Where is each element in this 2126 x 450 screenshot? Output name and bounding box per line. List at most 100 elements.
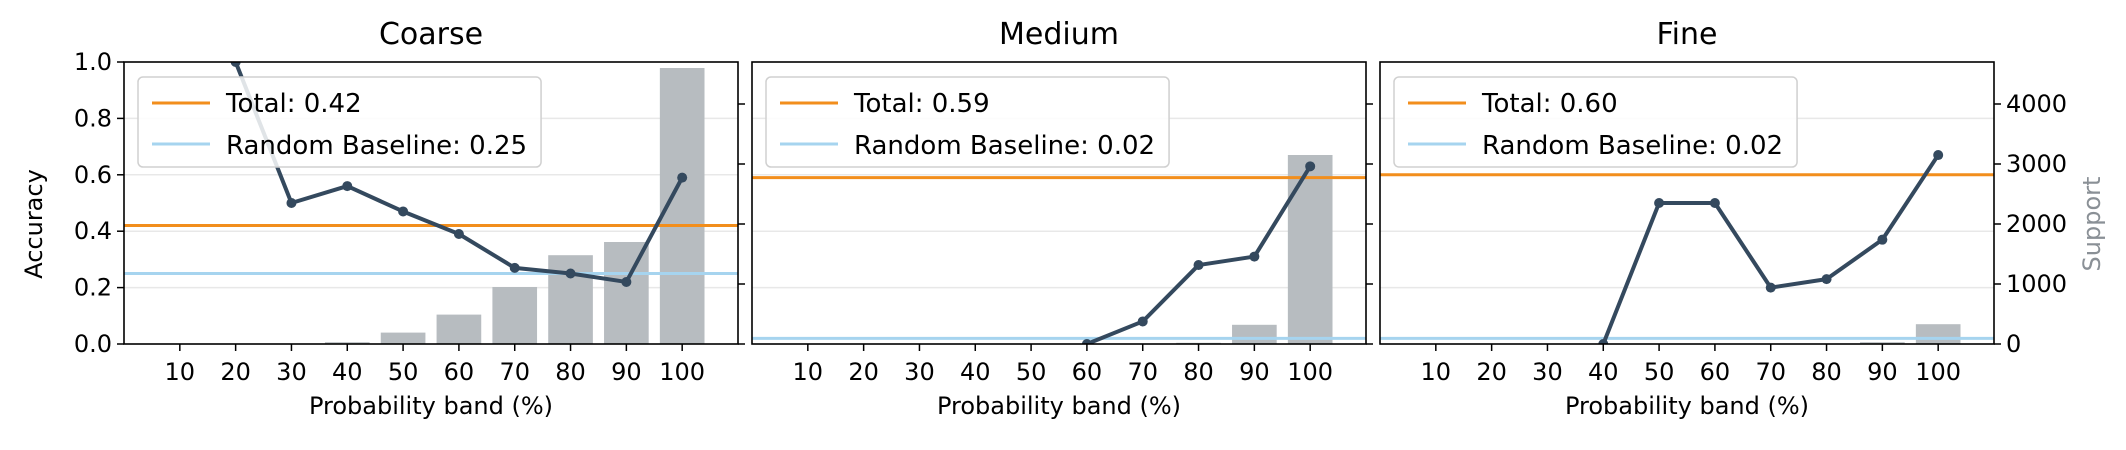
y-tick-label: 0.2 xyxy=(74,274,112,302)
support-bar xyxy=(380,332,426,344)
x-tick-label: 100 xyxy=(1287,358,1333,386)
left-axis-label: Accuracy xyxy=(20,169,48,279)
x-tick-label: 60 xyxy=(1700,358,1731,386)
accuracy-point xyxy=(1654,198,1665,208)
legend-label-random: Random Baseline: 0.25 xyxy=(226,131,527,161)
x-tick-label: 70 xyxy=(1127,358,1158,386)
y2-tick-label: 3000 xyxy=(2006,150,2067,178)
panel-fine: Fine 10 20 30 40 50 60 70 80 90 100 Probability ban… xyxy=(1379,17,2067,420)
y2-tick-label: 2000 xyxy=(2006,210,2067,238)
x-axis-label: Probability band (%) xyxy=(309,392,553,420)
panel-frame xyxy=(123,61,739,345)
support-bar xyxy=(1915,324,1961,344)
accuracy-point xyxy=(398,206,409,217)
support-bar xyxy=(324,342,370,344)
support-bar xyxy=(1860,342,1905,344)
x-tick-label: 30 xyxy=(276,358,307,386)
x-tick-label: 10 xyxy=(1421,358,1452,386)
x-tick-label: 70 xyxy=(499,358,530,386)
y2-tick-label: 0 xyxy=(2006,330,2021,358)
accuracy-point xyxy=(342,181,353,192)
support-bar xyxy=(492,287,538,344)
accuracy-point xyxy=(1081,339,1092,344)
y-tick-label: 0.4 xyxy=(74,217,112,245)
x-tick-label: 30 xyxy=(1532,358,1563,386)
panel-coarse: Coarse 10 20 30 40 50 60 70 80 90 100 Probability b… xyxy=(74,17,745,420)
accuracy-point xyxy=(565,268,576,279)
x-tick-label: 80 xyxy=(1811,358,1842,386)
panel-medium: Medium 10 20 30 40 50 60 70 80 90 100 Probability b… xyxy=(751,17,1373,420)
x-tick-label: 20 xyxy=(848,358,879,386)
accuracy-point xyxy=(1137,316,1148,327)
legend-label-total: Total: 0.60 xyxy=(1481,89,1618,119)
y-tick-label: 0.8 xyxy=(74,104,112,132)
panel-title: Medium xyxy=(999,17,1119,52)
x-tick-label: 100 xyxy=(1915,358,1961,386)
x-tick-label: 50 xyxy=(388,358,419,386)
y-tick-label: 1.0 xyxy=(74,48,112,76)
accuracy-point xyxy=(1193,260,1204,271)
accuracy-point xyxy=(1821,274,1832,285)
x-tick-label: 60 xyxy=(1072,358,1103,386)
panel-frame xyxy=(751,61,1367,345)
panel-title: Fine xyxy=(1657,17,1718,52)
accuracy-line xyxy=(1086,165,1312,344)
support-bar xyxy=(1287,155,1333,344)
x-tick-label: 40 xyxy=(960,358,991,386)
accuracy-point xyxy=(1249,251,1260,262)
x-tick-label: 60 xyxy=(444,358,475,386)
support-bar xyxy=(1232,324,1277,344)
accuracy-point xyxy=(286,198,297,208)
y2-tick-label: 4000 xyxy=(2006,90,2067,118)
y-tick-label: 0.6 xyxy=(74,161,112,189)
accuracy-point xyxy=(1305,161,1316,172)
accuracy-line xyxy=(1601,153,1940,344)
x-tick-label: 40 xyxy=(332,358,363,386)
accuracy-point xyxy=(1877,234,1888,245)
legend-label-total: Total: 0.59 xyxy=(853,89,990,119)
accuracy-point xyxy=(230,62,241,67)
legend-box xyxy=(765,76,1170,168)
x-tick-label: 20 xyxy=(1476,358,1507,386)
accuracy-point xyxy=(1933,150,1944,161)
x-axis-label: Probability band (%) xyxy=(937,392,1181,420)
x-tick-label: 90 xyxy=(1867,358,1898,386)
legend-label-total: Total: 0.42 xyxy=(225,89,362,119)
right-axis-label: Support xyxy=(2078,177,2106,272)
legend-label-random: Random Baseline: 0.02 xyxy=(854,131,1155,161)
x-tick-label: 50 xyxy=(1644,358,1675,386)
x-tick-label: 50 xyxy=(1016,358,1047,386)
accuracy-point xyxy=(621,276,632,287)
accuracy-series xyxy=(230,62,688,287)
accuracy-series xyxy=(1598,150,1944,344)
support-bar xyxy=(436,314,482,344)
panel-frame xyxy=(1379,61,1995,345)
accuracy-point xyxy=(677,172,688,183)
accuracy-point xyxy=(1598,339,1609,344)
x-tick-label: 40 xyxy=(1588,358,1619,386)
x-tick-label: 20 xyxy=(220,358,251,386)
accuracy-point xyxy=(1709,198,1720,208)
accuracy-point xyxy=(1765,282,1776,293)
x-tick-label: 80 xyxy=(555,358,586,386)
y-tick-label: 0.0 xyxy=(74,330,112,358)
legend-label-random: Random Baseline: 0.02 xyxy=(1482,131,1783,161)
y2-tick-label: 1000 xyxy=(2006,270,2067,298)
legend-box xyxy=(1393,76,1798,168)
support-bar xyxy=(604,242,649,344)
x-tick-label: 100 xyxy=(659,358,705,386)
x-tick-label: 70 xyxy=(1755,358,1786,386)
x-axis-label: Probability band (%) xyxy=(1565,392,1809,420)
x-tick-label: 80 xyxy=(1183,358,1214,386)
accuracy-point xyxy=(453,229,464,240)
x-tick-label: 30 xyxy=(904,358,935,386)
x-tick-label: 10 xyxy=(165,358,196,386)
x-tick-label: 90 xyxy=(1239,358,1270,386)
accuracy-point xyxy=(509,262,520,273)
legend-box xyxy=(137,76,542,168)
panel-title: Coarse xyxy=(379,17,483,52)
x-tick-label: 10 xyxy=(793,358,824,386)
x-tick-label: 90 xyxy=(611,358,642,386)
accuracy-series xyxy=(1081,161,1316,344)
